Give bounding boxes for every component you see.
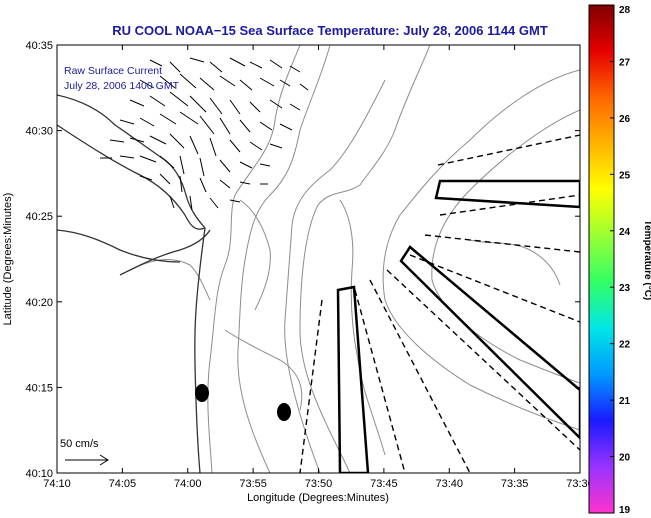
radar-range-lines bbox=[299, 134, 580, 473]
x-axis-label: Longitude (Degrees:Minutes) bbox=[247, 492, 389, 504]
y-tick-label: 40:20 bbox=[25, 297, 53, 309]
sampling-boxes bbox=[336, 179, 580, 473]
x-tick-label: 73:50 bbox=[305, 478, 333, 490]
scale-label: 50 cm/s bbox=[60, 438, 99, 450]
current-label-line2: July 28, 2006 1400 GMT bbox=[64, 80, 180, 92]
surface-current-vectors bbox=[100, 57, 309, 211]
colorbar bbox=[588, 4, 615, 514]
x-tick-label: 73:55 bbox=[239, 478, 267, 490]
y-tick-label: 40:10 bbox=[25, 468, 53, 480]
colorbar-ticks: 28 27 26 25 24 23 22 21 20 19 bbox=[610, 4, 631, 516]
sampling-box-east bbox=[399, 245, 580, 440]
x-tick-label: 74:05 bbox=[109, 478, 137, 490]
y-tick-label: 40:30 bbox=[25, 126, 53, 138]
colorbar-tick-label: 25 bbox=[619, 170, 631, 181]
y-axis-label: Latitude (Degrees:Minutes) bbox=[2, 193, 14, 326]
colorbar-tick-label: 24 bbox=[619, 227, 631, 238]
y-tick-label: 40:15 bbox=[25, 382, 53, 394]
current-label-line1: Raw Surface Current bbox=[64, 65, 162, 77]
map-content: Raw Surface Current July 28, 2006 1400 G… bbox=[57, 45, 580, 473]
plot-area bbox=[57, 45, 580, 473]
x-tick-label: 74:10 bbox=[43, 478, 71, 490]
colorbar-tick-label: 23 bbox=[619, 283, 631, 294]
bathymetry-contours bbox=[129, 45, 580, 473]
colorbar-tick-label: 28 bbox=[619, 5, 631, 16]
colorbar-tick-label: 21 bbox=[619, 396, 631, 407]
colorbar-tick-label: 20 bbox=[619, 453, 631, 464]
y-tick-label: 40:35 bbox=[25, 40, 53, 52]
y-axis: 40:35 40:30 40:25 40:20 40:15 40:10 bbox=[25, 40, 580, 480]
mooring-marker bbox=[195, 384, 209, 402]
colorbar-label: Temperature (°C) bbox=[642, 220, 651, 301]
colorbar-tick-label: 19 bbox=[619, 505, 631, 516]
sampling-box-south bbox=[336, 285, 370, 473]
scale-arrow bbox=[65, 454, 109, 466]
figure-title: RU COOL NOAA−15 Sea Surface Temperature:… bbox=[112, 23, 548, 38]
coastline bbox=[57, 94, 211, 473]
mooring-marker bbox=[277, 403, 291, 421]
x-tick-label: 73:45 bbox=[370, 478, 398, 490]
colorbar-tick-label: 22 bbox=[619, 340, 631, 351]
x-tick-label: 73:40 bbox=[435, 478, 463, 490]
x-tick-label: 74:00 bbox=[174, 478, 202, 490]
y-tick-label: 40:25 bbox=[25, 211, 53, 223]
x-tick-label: 73:30 bbox=[566, 478, 594, 490]
x-tick-label: 73:35 bbox=[501, 478, 529, 490]
sampling-box-north bbox=[434, 179, 580, 209]
colorbar-tick-label: 27 bbox=[619, 57, 631, 68]
x-axis: 74:10 74:05 74:00 73:55 73:50 73:45 73:40 73:35… bbox=[43, 45, 594, 490]
colorbar-tick-label: 26 bbox=[619, 114, 631, 125]
